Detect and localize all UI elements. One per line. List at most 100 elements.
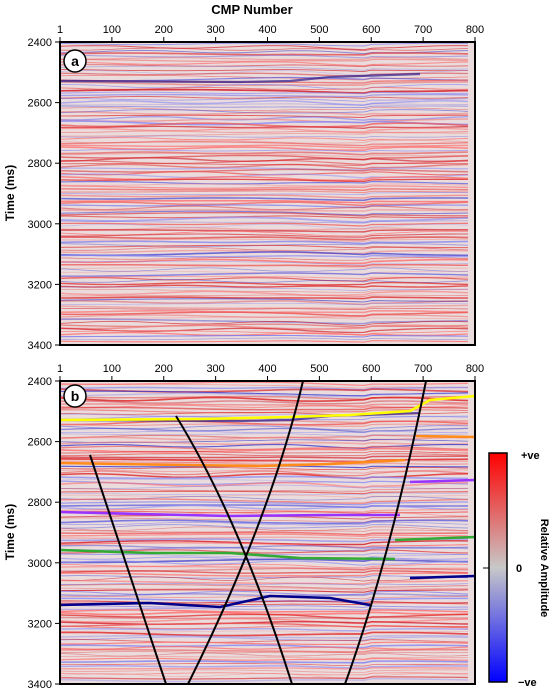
seismic-reflector <box>60 473 469 480</box>
seismic-reflector <box>60 331 469 337</box>
time-tick-label: 3400 <box>28 679 52 691</box>
seismic-reflector <box>60 167 469 171</box>
seismic-reflector <box>60 127 469 133</box>
seismic-reflector <box>60 105 469 109</box>
seismic-reflector <box>60 413 469 418</box>
seismic-reflector <box>60 560 469 566</box>
seismic-reflector <box>60 663 468 667</box>
time-tick-label: 2400 <box>28 37 52 49</box>
seismic-reflector <box>60 296 468 300</box>
seismic-reflector <box>60 531 469 536</box>
seismic-reflector <box>60 613 469 620</box>
seismic-reflector <box>60 641 469 645</box>
seismic-reflector <box>60 524 469 529</box>
time-tick-label: 3000 <box>28 219 52 231</box>
seismic-reflector <box>60 132 469 137</box>
seismic-reflector <box>60 279 469 283</box>
seismic-reflector <box>60 553 469 559</box>
seismic-reflector <box>60 638 469 643</box>
seismic-reflector <box>60 390 469 397</box>
time-tick-label: 2400 <box>28 376 52 388</box>
time-tick-label: 2800 <box>28 158 52 170</box>
seismic-reflector <box>60 240 469 245</box>
seismic-reflector <box>60 188 469 192</box>
seismic-reflector <box>60 677 469 683</box>
seismic-reflector <box>60 54 469 59</box>
seismic-reflector <box>60 300 469 306</box>
seismic-reflector <box>60 487 469 492</box>
seismic-reflector <box>60 536 469 540</box>
seismic-reflector <box>60 396 469 403</box>
seismic-reflector <box>60 436 469 442</box>
panel-b-horizons <box>60 394 475 609</box>
seismic-reflector <box>60 289 468 293</box>
interpreted-horizon <box>60 434 475 468</box>
seismic-reflector <box>60 648 468 653</box>
seismic-reflector <box>60 290 469 297</box>
seismic-reflector <box>60 420 469 426</box>
seismic-reflector <box>60 628 469 632</box>
seismic-reflector <box>60 208 468 213</box>
seismic-reflector <box>60 546 469 552</box>
cmp-tick-label: 600 <box>362 24 380 36</box>
seismic-reflector <box>60 587 469 591</box>
seismic-reflector <box>60 384 468 389</box>
seismic-reflector <box>60 65 469 71</box>
seismic-reflector <box>60 340 469 343</box>
seismic-reflector <box>60 205 469 211</box>
seismic-reflector <box>60 481 469 489</box>
panel-a-ticks: 1 100 200 300 400 500 600 700 800 2400 2600 2800 300… <box>28 24 485 352</box>
seismic-reflector <box>60 135 469 139</box>
interpreted-horizon <box>60 394 475 422</box>
time-tick-label: 3200 <box>28 618 52 630</box>
seismic-reflector <box>60 70 469 76</box>
seismic-reflector <box>60 589 469 593</box>
seismic-reflector <box>60 304 469 310</box>
seismic-reflector <box>60 576 469 582</box>
panel-a: 1 100 200 300 400 500 600 700 800 2400 2600 2800 300… <box>28 24 485 352</box>
seismic-reflector <box>60 631 469 637</box>
seismic-reflector <box>60 636 469 641</box>
seismic-reflector <box>60 180 469 185</box>
seismic-reflector <box>60 392 468 398</box>
seismic-reflector <box>60 183 469 187</box>
seismic-reflector <box>60 199 468 204</box>
seismic-reflector <box>60 490 469 495</box>
time-tick-label: 2600 <box>28 437 52 449</box>
panel-b-label: b <box>71 388 80 404</box>
seismic-reflector <box>60 178 469 183</box>
panel-b-seismic <box>60 381 469 683</box>
seismic-reflector <box>60 216 469 224</box>
seismic-reflector <box>60 311 469 317</box>
seismic-reflector <box>60 645 469 650</box>
cmp-tick-label: 700 <box>414 363 432 375</box>
seismic-reflector <box>60 501 468 506</box>
seismic-reflector <box>60 314 469 318</box>
seismic-reflector <box>60 83 469 90</box>
seismic-reflector <box>60 445 469 451</box>
seismic-reflector <box>60 88 469 94</box>
seismic-reflector <box>60 220 468 224</box>
seismic-reflector <box>60 246 469 251</box>
seismic-reflector <box>60 260 469 266</box>
seismic-reflector <box>60 455 468 459</box>
seismic-reflector <box>60 492 469 496</box>
seismic-reflector <box>60 222 469 227</box>
cmp-tick-label: 600 <box>362 363 380 375</box>
seismic-reflector <box>60 660 469 664</box>
cmp-tick-label: 500 <box>310 24 328 36</box>
seismic-reflector <box>60 47 469 51</box>
seismic-reflector <box>60 176 469 181</box>
seismic-reflector <box>60 152 469 158</box>
colorbar-top-label: +ve <box>521 450 540 462</box>
seismic-reflector <box>60 467 469 471</box>
seismic-reflector <box>60 400 469 405</box>
seismic-reflector <box>60 263 468 267</box>
seismic-reflector <box>60 330 469 336</box>
seismic-reflector <box>60 236 469 241</box>
cmp-tick-label: 800 <box>466 363 484 375</box>
seismic-reflector <box>60 583 469 590</box>
panel-b-label-badge <box>63 384 87 408</box>
seismic-reflector <box>60 607 469 611</box>
seismic-reflector <box>60 265 468 269</box>
